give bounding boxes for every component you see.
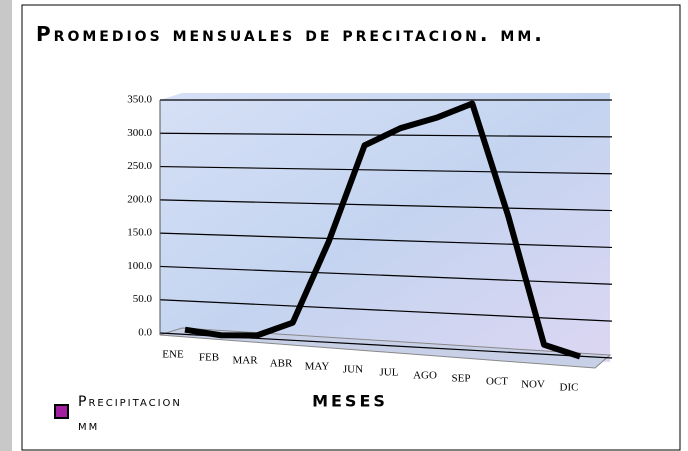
title-text: Promedios mensuales de precitacion. mm. bbox=[36, 22, 545, 46]
x-tick-label: ENE bbox=[162, 349, 184, 361]
y-tick-label: 0.0 bbox=[138, 327, 152, 339]
grid-line bbox=[159, 165, 613, 175]
chart-title: Promedios mensuales de precitacion. mm. bbox=[36, 22, 545, 46]
x-tick-label: ABR bbox=[270, 358, 293, 370]
y-tick-label: 50.0 bbox=[133, 293, 153, 305]
plot-wall bbox=[160, 93, 610, 362]
y-tick-label: 150.0 bbox=[127, 227, 152, 239]
x-tick-label: AGO bbox=[413, 370, 437, 382]
x-tick-label: SEP bbox=[452, 373, 471, 385]
x-tick-label: JUN bbox=[343, 364, 363, 376]
x-tick-label: FEB bbox=[199, 352, 219, 364]
legend-swatch bbox=[54, 404, 69, 419]
x-tick-label: MAY bbox=[305, 361, 330, 373]
y-tick-label: 250.0 bbox=[127, 160, 152, 172]
y-tick-label: 200.0 bbox=[127, 193, 152, 205]
legend-word: Precipitacion bbox=[78, 394, 182, 410]
x-tick-label: JUL bbox=[380, 367, 399, 379]
x-tick-label: MAR bbox=[232, 355, 258, 367]
series-line bbox=[184, 100, 581, 360]
grid-line bbox=[159, 199, 613, 212]
x-tick-label: OCT bbox=[486, 376, 508, 388]
x-tick-label: DIC bbox=[560, 382, 579, 394]
plot-floor bbox=[159, 327, 612, 369]
x-tick-label: NOV bbox=[521, 379, 545, 391]
grid-line bbox=[159, 232, 613, 249]
y-tick-label: 100.0 bbox=[127, 260, 152, 272]
grid-line bbox=[159, 265, 613, 285]
legend-word: mm bbox=[78, 418, 99, 434]
y-tick-label: 350.0 bbox=[127, 94, 152, 106]
y-tick-label: 300.0 bbox=[127, 127, 152, 139]
x-axis-title: MESES bbox=[312, 392, 388, 411]
side-band bbox=[0, 0, 12, 451]
legend-label: Precipitacion mm bbox=[78, 394, 182, 434]
